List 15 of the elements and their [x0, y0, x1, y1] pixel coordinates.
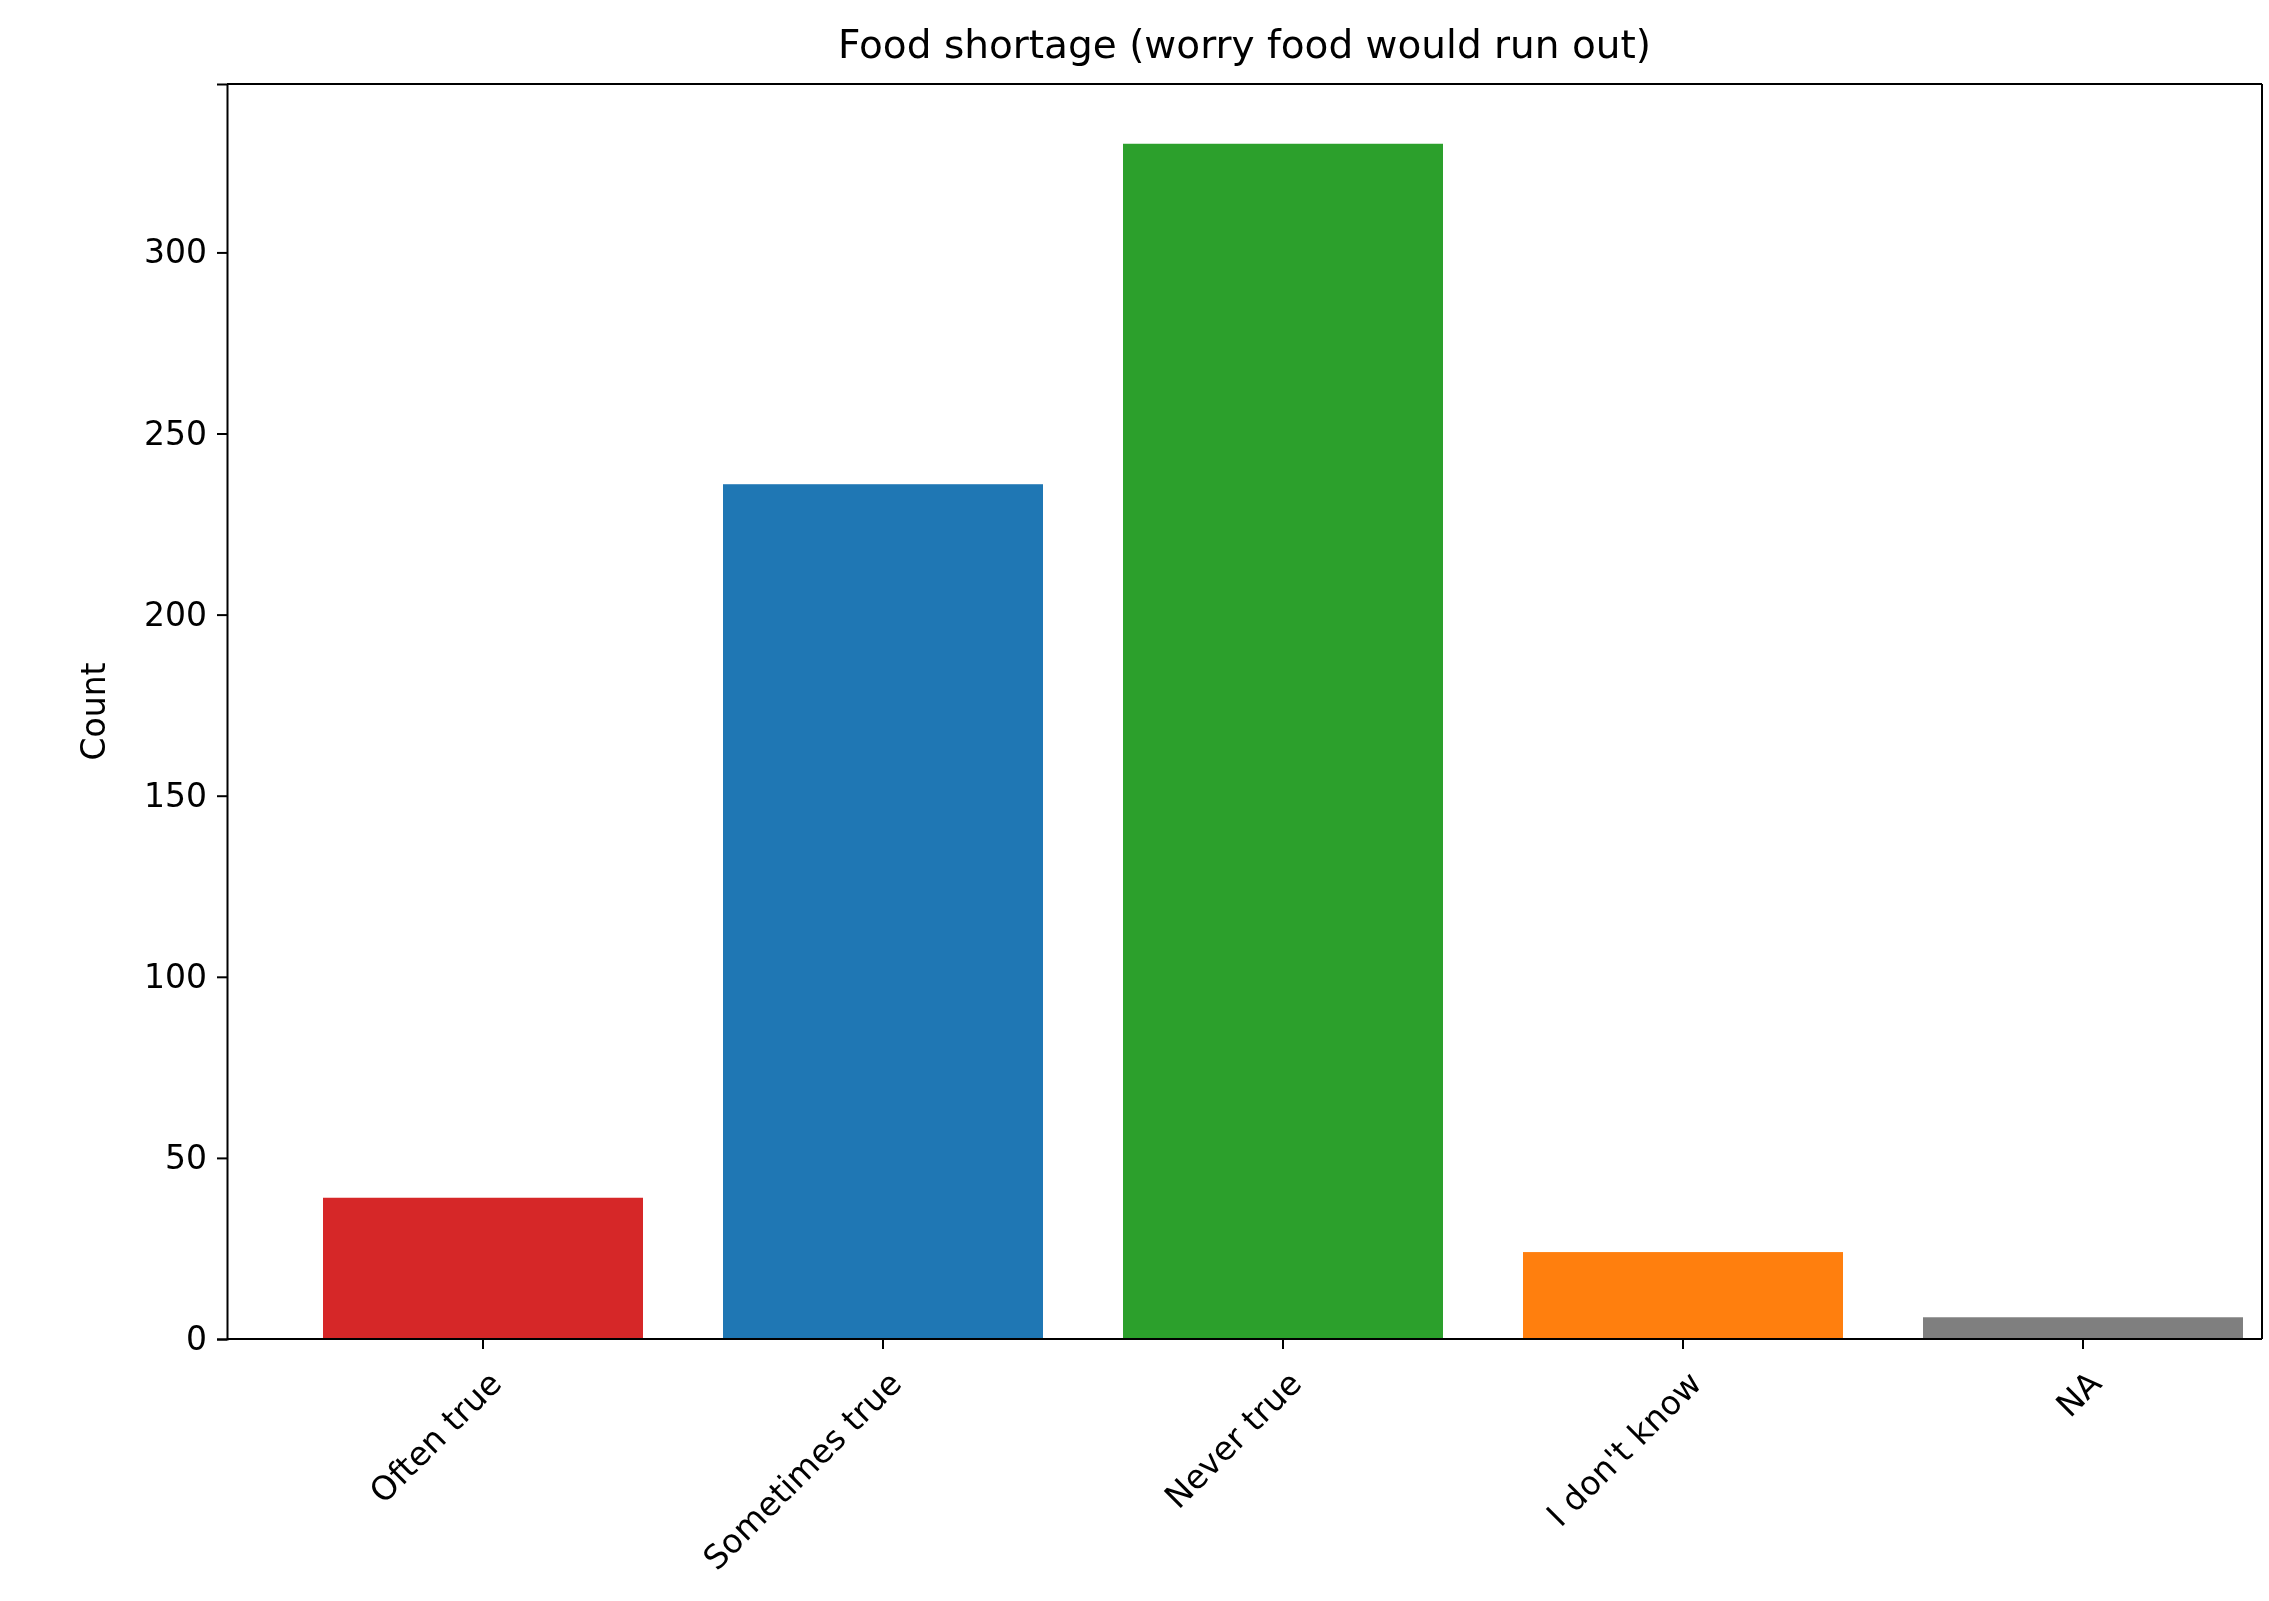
- bar: [723, 484, 1043, 1339]
- bar: [1923, 1317, 2243, 1339]
- y-tick-label: 0: [186, 1319, 207, 1359]
- y-tick-label: 50: [165, 1137, 207, 1177]
- bar: [1123, 143, 1443, 1339]
- y-tick-label: 200: [144, 594, 207, 634]
- y-axis-title: Count: [74, 662, 113, 761]
- bar: [323, 1197, 643, 1339]
- bar: [1523, 1252, 1843, 1339]
- chart-title: Food shortage (worry food would run out): [837, 22, 1652, 67]
- y-tick-label: 100: [144, 956, 207, 996]
- y-tick-label: 150: [144, 775, 207, 815]
- y-tick-label: 250: [144, 413, 207, 453]
- x-tick-label: NA: [2047, 1363, 2110, 1425]
- y-tick-label: 300: [144, 232, 207, 272]
